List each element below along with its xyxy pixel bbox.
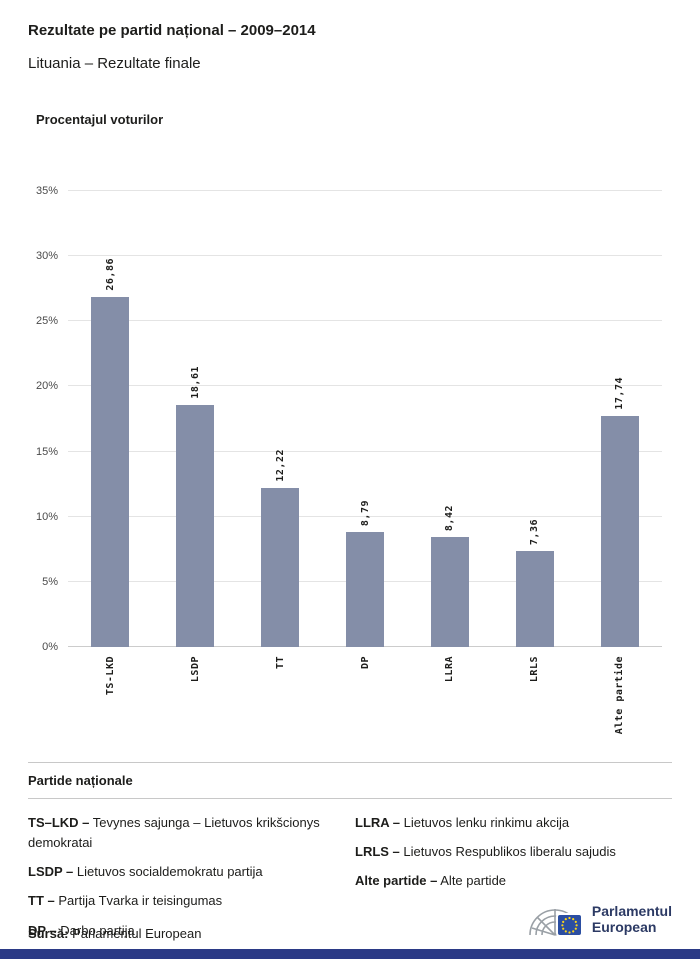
x-label-column: LSDP: [153, 656, 238, 744]
gridline: [68, 515, 662, 517]
legend-item: TT – Partija Tvarka ir teisingumas: [28, 891, 333, 911]
logo-text-line2: European: [591, 919, 657, 935]
legend-column-left: TS–LKD – Tevynes sajunga – Lietuvos krik…: [28, 813, 333, 950]
bar-column: 18,61: [153, 191, 238, 647]
logo-text-line1: Parlamentul: [591, 902, 672, 919]
bar-Alte partide: [600, 415, 639, 647]
x-label-column: Alte partide: [577, 656, 662, 744]
bar-column: 8,42: [407, 191, 492, 647]
divider-top: [28, 762, 672, 763]
x-label-column: LLRA: [407, 656, 492, 744]
y-tick-label: 30%: [35, 250, 58, 263]
chart-plot-area: 26,86 18,61 12,22 8,79 8,42 7,36 17,74 0% 5% 10%…: [36, 185, 662, 653]
x-axis-label: DP: [359, 656, 371, 670]
bar-value-label: 8,42: [444, 505, 456, 532]
y-tick-label: 35%: [35, 185, 58, 197]
bar-value-label: 7,36: [529, 519, 541, 546]
bar-LRLS: [515, 551, 554, 647]
x-label-column: LRLS: [492, 656, 577, 744]
bar-value-label: 8,79: [359, 500, 371, 527]
page-title: Rezultate pe partid național – 2009–2014: [28, 22, 316, 39]
x-axis-label: Alte partide: [614, 656, 626, 735]
bar-column: 12,22: [238, 191, 323, 647]
divider-bottom: [28, 798, 672, 799]
gridline: [68, 255, 662, 257]
page-subtitle: Lituania – Rezultate finale: [28, 55, 201, 72]
legend-item: DP – Darbo partija: [28, 921, 333, 941]
bar-column: 17,74: [577, 191, 662, 647]
bar-value-label: 26,86: [104, 258, 116, 292]
legend-heading: Partide naționale: [28, 773, 133, 788]
party-abbr: DP –: [28, 922, 57, 938]
x-axis-label: LSDP: [189, 656, 201, 683]
bar-LSDP: [176, 404, 215, 647]
y-tick-label: 5%: [42, 575, 58, 588]
bar-LLRA: [430, 537, 469, 647]
party-abbr: TT –: [28, 893, 55, 909]
gridline: [68, 320, 662, 322]
x-axis-labels-row: TS-LKD LSDP TT DP LLRA LRLS Alte partide: [68, 656, 662, 744]
bar-TS-LKD: [91, 297, 130, 647]
party-name: Alte partide: [440, 873, 507, 889]
x-label-column: TS-LKD: [68, 656, 153, 744]
legend-item: Alte partide – Alte partide: [355, 871, 672, 891]
party-abbr: LRLS –: [355, 844, 400, 860]
legend-column-right: LLRA – Lietuvos lenku rinkimu akcija LRL…: [333, 813, 672, 950]
chart-title: Procentajul voturilor: [36, 112, 164, 127]
bar-value-label: 18,61: [189, 365, 201, 399]
party-legend: Partide naționale TS–LKD – Tevynes sajun…: [28, 762, 672, 950]
source-line: Sursă: Parlamentul European: [28, 926, 201, 941]
bar-chart: 26,86 18,61 12,22 8,79 8,42 7,36 17,74 0% 5% 10%…: [36, 185, 662, 744]
party-name: Tevynes sajunga – Lietuvos krikšcionys d…: [28, 815, 320, 851]
x-label-column: TT: [238, 656, 323, 744]
legend-item: TS–LKD – Tevynes sajunga – Lietuvos krik…: [28, 813, 333, 853]
party-name: Lietuvos socialdemokratu partija: [76, 864, 263, 880]
bar-column: 7,36: [492, 191, 577, 647]
bar-value-label: 12,22: [274, 449, 286, 482]
party-name: Lietuvos Respublikos liberalu sajudis: [403, 844, 616, 860]
bar-value-label: 17,74: [614, 377, 626, 410]
x-label-column: DP: [323, 656, 408, 744]
party-name: Lietuvos lenku rinkimu akcija: [403, 815, 570, 830]
x-axis-label: LRLS: [529, 656, 541, 683]
bottom-brand-strip: [0, 949, 700, 959]
party-name: Darbo partija: [60, 922, 135, 938]
y-tick-label: 0%: [42, 641, 58, 653]
bar-column: 26,86: [68, 191, 153, 647]
legend-columns: TS–LKD – Tevynes sajunga – Lietuvos krik…: [28, 813, 672, 950]
x-axis-label: LLRA: [444, 656, 456, 683]
y-tick-label: 15%: [35, 445, 58, 458]
y-tick-label: 10%: [35, 510, 58, 523]
x-axis-label: TT: [274, 656, 286, 670]
bar-column: 8,79: [323, 191, 408, 647]
party-abbr: TS–LKD –: [28, 815, 90, 830]
party-abbr: LLRA –: [355, 815, 401, 830]
party-abbr: Alte partide –: [355, 873, 438, 889]
x-axis-label: TS-LKD: [104, 656, 116, 696]
party-name: Partija Tvarka ir teisingumas: [58, 893, 223, 909]
legend-item: LSDP – Lietuvos socialdemokratu partija: [28, 862, 333, 882]
gridline: [68, 450, 662, 452]
source-value: Parlamentul European: [72, 926, 202, 941]
gridline: [68, 385, 662, 387]
bar-TT: [261, 487, 300, 647]
party-abbr: LSDP –: [28, 864, 74, 880]
bars-row: 26,86 18,61 12,22 8,79 8,42 7,36 17,74: [68, 191, 662, 647]
source-label: Sursă:: [28, 926, 69, 941]
footer: Sursă: Parlamentul European: [28, 897, 672, 941]
legend-item: LLRA – Lietuvos lenku rinkimu akcija: [355, 813, 672, 833]
bar-DP: [346, 532, 384, 647]
logo-text: Parlamentul European: [592, 903, 672, 935]
y-tick-label: 20%: [35, 380, 58, 393]
legend-item: LRLS – Lietuvos Respublikos liberalu saj…: [355, 842, 672, 862]
gridline: [68, 190, 662, 191]
hemicycle-logo-icon: [529, 909, 583, 937]
y-tick-label: 25%: [35, 315, 58, 328]
european-parliament-logo: Parlamentul European: [526, 897, 672, 941]
